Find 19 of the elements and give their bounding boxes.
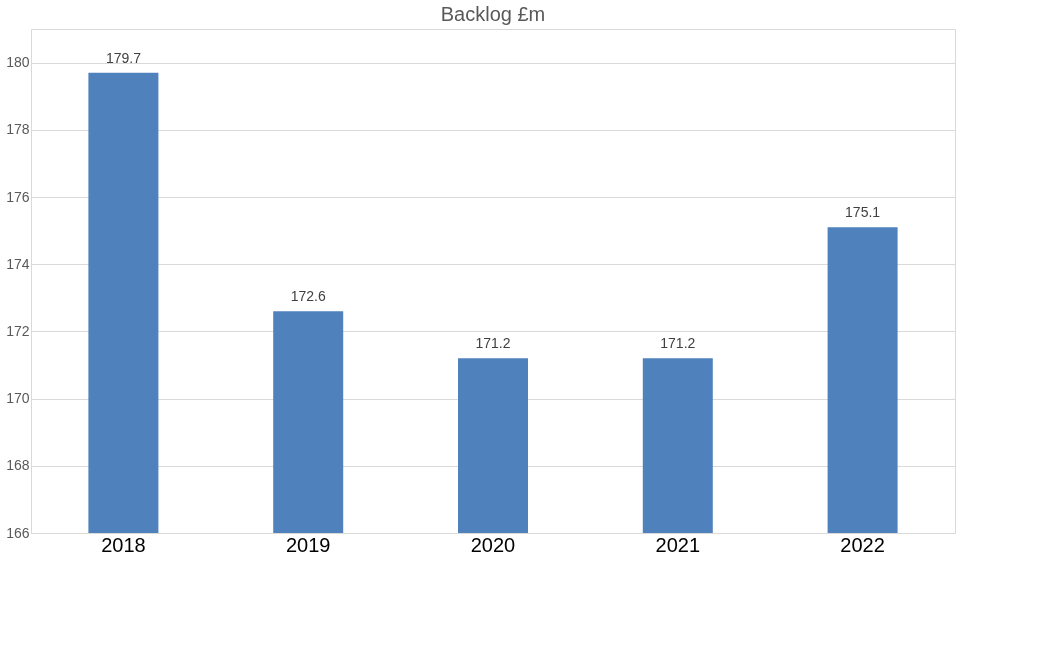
y-tick-label: 170 <box>6 390 30 407</box>
x-tick-label: 2019 <box>285 533 331 556</box>
data-label: 172.6 <box>290 288 326 305</box>
chart-title: Backlog £m <box>440 3 546 25</box>
y-tick-label: 174 <box>6 255 30 272</box>
data-label: 175.1 <box>845 204 881 221</box>
y-tick-label: 166 <box>6 524 30 541</box>
data-label: 171.2 <box>660 335 696 352</box>
x-tick-label: 2020 <box>470 533 516 556</box>
data-label: 171.2 <box>475 335 511 352</box>
x-tick-label: 2022 <box>840 533 885 556</box>
x-tick-label: 2018 <box>101 533 146 556</box>
x-tick-label: 2021 <box>655 533 701 556</box>
y-tick-label: 172 <box>6 322 30 339</box>
data-label: 179.7 <box>105 49 142 66</box>
y-tick-label: 176 <box>6 188 30 205</box>
y-tick-label: 180 <box>6 54 30 71</box>
y-tick-label: 168 <box>6 457 30 474</box>
y-tick-label: 178 <box>6 121 30 138</box>
